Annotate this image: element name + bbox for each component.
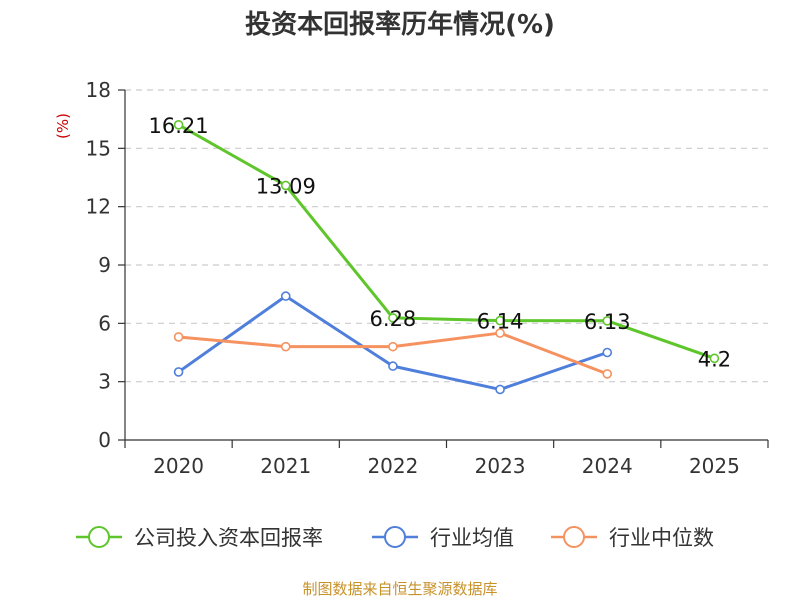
axes: 0 3 6 9 12 15 18 2020 2021 2022 2023 2024 2025 — [86, 78, 769, 478]
point-0-2025 — [709, 353, 720, 364]
point-2-2020 — [173, 332, 184, 342]
point-2-2021 — [280, 341, 291, 352]
point-0-2020 — [173, 120, 184, 130]
data-label-2024: 6.13 — [584, 310, 631, 334]
data-label-2020: 16.21 — [149, 114, 209, 138]
data-label-2022: 6.28 — [370, 307, 417, 331]
x-tick-label-2020: 2020 — [153, 454, 204, 478]
x-tick-label-2024: 2024 — [582, 454, 633, 478]
point-2-2023 — [495, 328, 505, 338]
x-tick-label-2022: 2022 — [367, 454, 418, 478]
legend-label-1: 行业均值 — [430, 526, 514, 550]
legend-item-2: 行业中位数 — [551, 526, 714, 550]
legend: 公司投入资本回报率 行业均值 行业中位数 — [76, 526, 714, 550]
legend-item-1: 行业均值 — [372, 526, 514, 550]
grid-lines — [125, 89, 768, 383]
data-labels: 16.21 13.09 6.28 6.14 6.13 4.2 — [149, 114, 732, 372]
y-tick-label-0: 0 — [98, 428, 111, 452]
series-line-0 — [177, 123, 715, 360]
point-0-2021 — [280, 180, 291, 191]
point-0-2024 — [602, 316, 613, 326]
point-1-2023 — [495, 384, 505, 395]
legend-marker-1 — [384, 526, 406, 548]
y-axis-unit-label: (%) — [54, 113, 72, 139]
y-tick-label-12: 12 — [86, 195, 111, 219]
point-1-2021 — [280, 291, 291, 301]
data-label-2021: 13.09 — [256, 174, 316, 198]
y-tick-label-3: 3 — [98, 370, 111, 394]
data-label-2025: 4.2 — [698, 347, 731, 371]
chart-title: 投资本回报率历年情况(%) — [245, 9, 555, 40]
point-2-2024 — [602, 369, 613, 379]
point-1-2020 — [173, 367, 184, 377]
source-note: 制图数据来自恒生聚源数据库 — [302, 580, 497, 598]
point-0-2023 — [495, 315, 505, 326]
data-label-2023: 6.14 — [477, 310, 524, 334]
y-tick-label-6: 6 — [98, 311, 111, 335]
point-1-2022 — [388, 361, 398, 371]
point-2-2022 — [388, 341, 398, 352]
x-tick-label-2021: 2021 — [260, 454, 311, 478]
legend-marker-2 — [563, 526, 585, 548]
legend-label-2: 行业中位数 — [609, 526, 714, 550]
legend-marker-0 — [88, 526, 110, 548]
point-1-2024 — [602, 347, 613, 358]
x-tick-label-2025: 2025 — [689, 454, 740, 478]
legend-item-0: 公司投入资本回报率 — [76, 526, 323, 550]
point-0-2022 — [388, 313, 398, 323]
x-tick-label-2023: 2023 — [475, 454, 526, 478]
y-tick-label-18: 18 — [86, 78, 111, 102]
y-tick-label-15: 15 — [86, 136, 111, 160]
legend-label-0: 公司投入资本回报率 — [134, 526, 323, 550]
y-tick-label-9: 9 — [98, 253, 111, 277]
series-lines — [173, 120, 720, 395]
